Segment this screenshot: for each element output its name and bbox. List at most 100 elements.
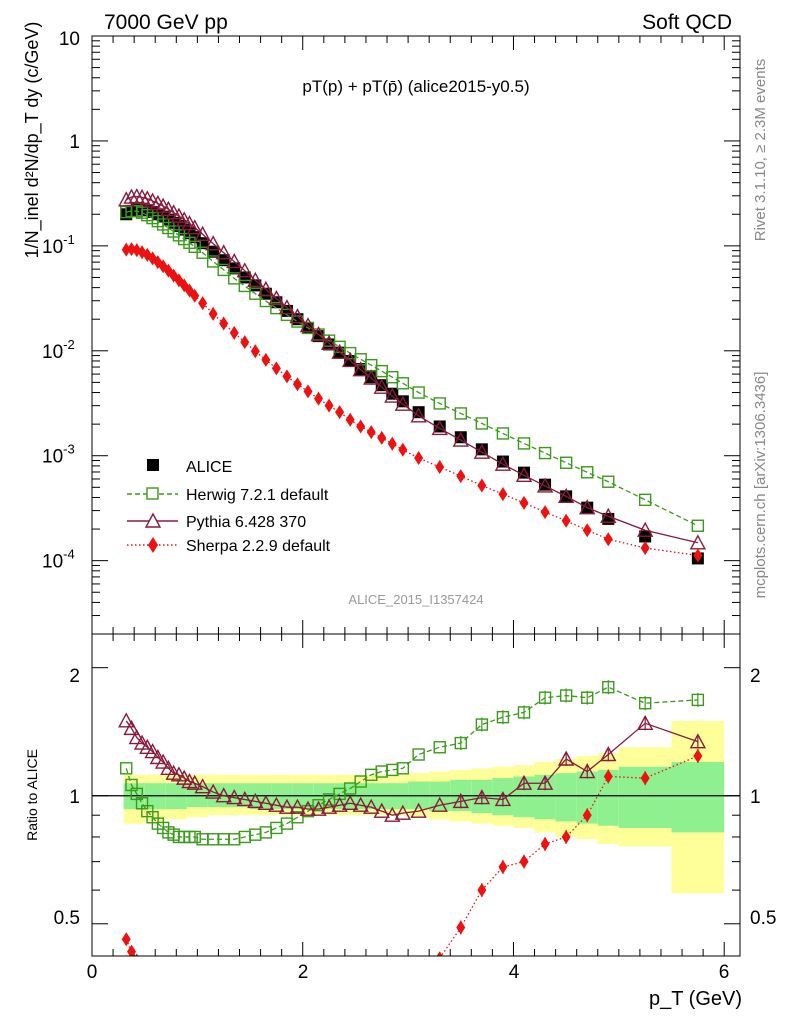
ratio-point	[410, 802, 427, 818]
series-line	[126, 210, 699, 527]
data-point	[581, 466, 594, 479]
series-1	[120, 204, 705, 532]
data-point	[494, 455, 512, 471]
y-tick-exponent: -4	[63, 547, 75, 562]
ratio-point	[515, 774, 533, 790]
ratio-series-0	[120, 680, 705, 846]
ratio-point	[367, 1011, 376, 1024]
y-tick-exponent: -3	[63, 442, 75, 457]
ratio-point	[363, 798, 380, 814]
legend-label-alice: ALICE	[186, 459, 232, 476]
band-inner	[671, 762, 725, 833]
ratio-point	[456, 920, 466, 935]
ratio-point	[343, 782, 357, 795]
data-point	[559, 456, 573, 469]
ratio-point	[159, 988, 168, 1002]
ratio-point	[517, 706, 531, 719]
data-point	[603, 532, 613, 547]
ratio-point	[693, 748, 703, 763]
ratio-point	[354, 775, 367, 788]
data-point	[414, 451, 424, 466]
ratio-point	[123, 719, 140, 736]
data-point	[207, 245, 220, 258]
data-point	[496, 455, 509, 468]
data-point	[352, 361, 369, 377]
series-2	[118, 188, 707, 550]
ratio-point	[186, 774, 203, 790]
ratio-point	[352, 796, 369, 812]
data-point	[299, 317, 317, 333]
ratio-point	[174, 1011, 183, 1024]
ratio-point	[689, 733, 707, 749]
ratio-point	[215, 787, 232, 803]
data-point	[473, 443, 491, 459]
data-point	[128, 188, 145, 204]
data-point	[600, 507, 617, 523]
y-tick-exponent: -1	[63, 232, 75, 247]
ratio-point	[636, 714, 654, 731]
main-y-power-labels: 10-1 10-2 10-3 10-4	[42, 232, 75, 573]
data-point	[691, 519, 705, 532]
data-point	[196, 246, 209, 259]
data-point	[410, 407, 427, 423]
ratio-point	[194, 778, 211, 794]
ratio-point	[153, 983, 162, 997]
data-point	[377, 430, 387, 445]
ratio-point	[154, 753, 172, 769]
data-point	[356, 419, 366, 434]
ratio-point	[270, 821, 283, 835]
ratio-point	[581, 691, 594, 704]
ratio-point	[144, 743, 161, 759]
data-point	[384, 387, 401, 403]
ratio-point	[559, 689, 573, 702]
data-point	[278, 299, 296, 315]
band-inner	[555, 773, 577, 822]
ratio-point	[164, 994, 173, 1008]
ratio-series-line	[125, 686, 698, 840]
data-point	[517, 437, 531, 450]
ratio-point	[396, 762, 410, 775]
ratio-point	[331, 796, 348, 812]
ratio-point	[268, 796, 285, 812]
ratio-point	[188, 830, 201, 844]
legend-label-pythia: Pythia 6.428 370	[186, 514, 306, 531]
data-point	[320, 334, 338, 350]
data-point	[366, 425, 376, 440]
data-point	[498, 487, 508, 502]
data-point	[261, 352, 271, 367]
ratio-point	[561, 829, 571, 844]
data-point	[431, 419, 448, 436]
data-point	[208, 306, 218, 321]
data-point	[247, 271, 264, 287]
data-point	[198, 296, 208, 311]
ratio-point	[691, 693, 705, 707]
y-tick-label: 10-3	[42, 442, 75, 468]
data-point	[536, 477, 554, 493]
mcplots-label: mcplots.cern.ch [arXiv:1306.3436]	[752, 372, 769, 599]
data-point	[396, 395, 409, 408]
data-point	[335, 405, 345, 420]
data-point	[496, 427, 510, 440]
ratio-point	[494, 790, 512, 807]
chart-title: pT(p) + pT(p̄) (alice2015-y0.5)	[302, 77, 529, 96]
ratio-series-2	[121, 748, 703, 1024]
data-point	[345, 412, 355, 427]
data-point	[190, 288, 200, 303]
band-inner	[597, 769, 619, 826]
ratio-y-tick-label: 2	[69, 666, 80, 687]
data-point	[398, 442, 408, 457]
ratio-point	[452, 792, 469, 809]
data-point	[387, 436, 397, 451]
ratio-point	[257, 794, 275, 810]
data-point	[515, 466, 533, 483]
data-point	[118, 191, 135, 207]
y-tick-label: 10-4	[42, 547, 75, 573]
ratio-point	[249, 828, 262, 841]
ratio-point	[278, 798, 296, 814]
x-tick-labels: 0 2 4 6	[87, 962, 730, 983]
data-point	[373, 378, 390, 394]
ratio-point	[135, 953, 139, 956]
ratio-point	[310, 800, 327, 816]
ratio-point	[289, 798, 306, 814]
data-point	[229, 325, 239, 340]
